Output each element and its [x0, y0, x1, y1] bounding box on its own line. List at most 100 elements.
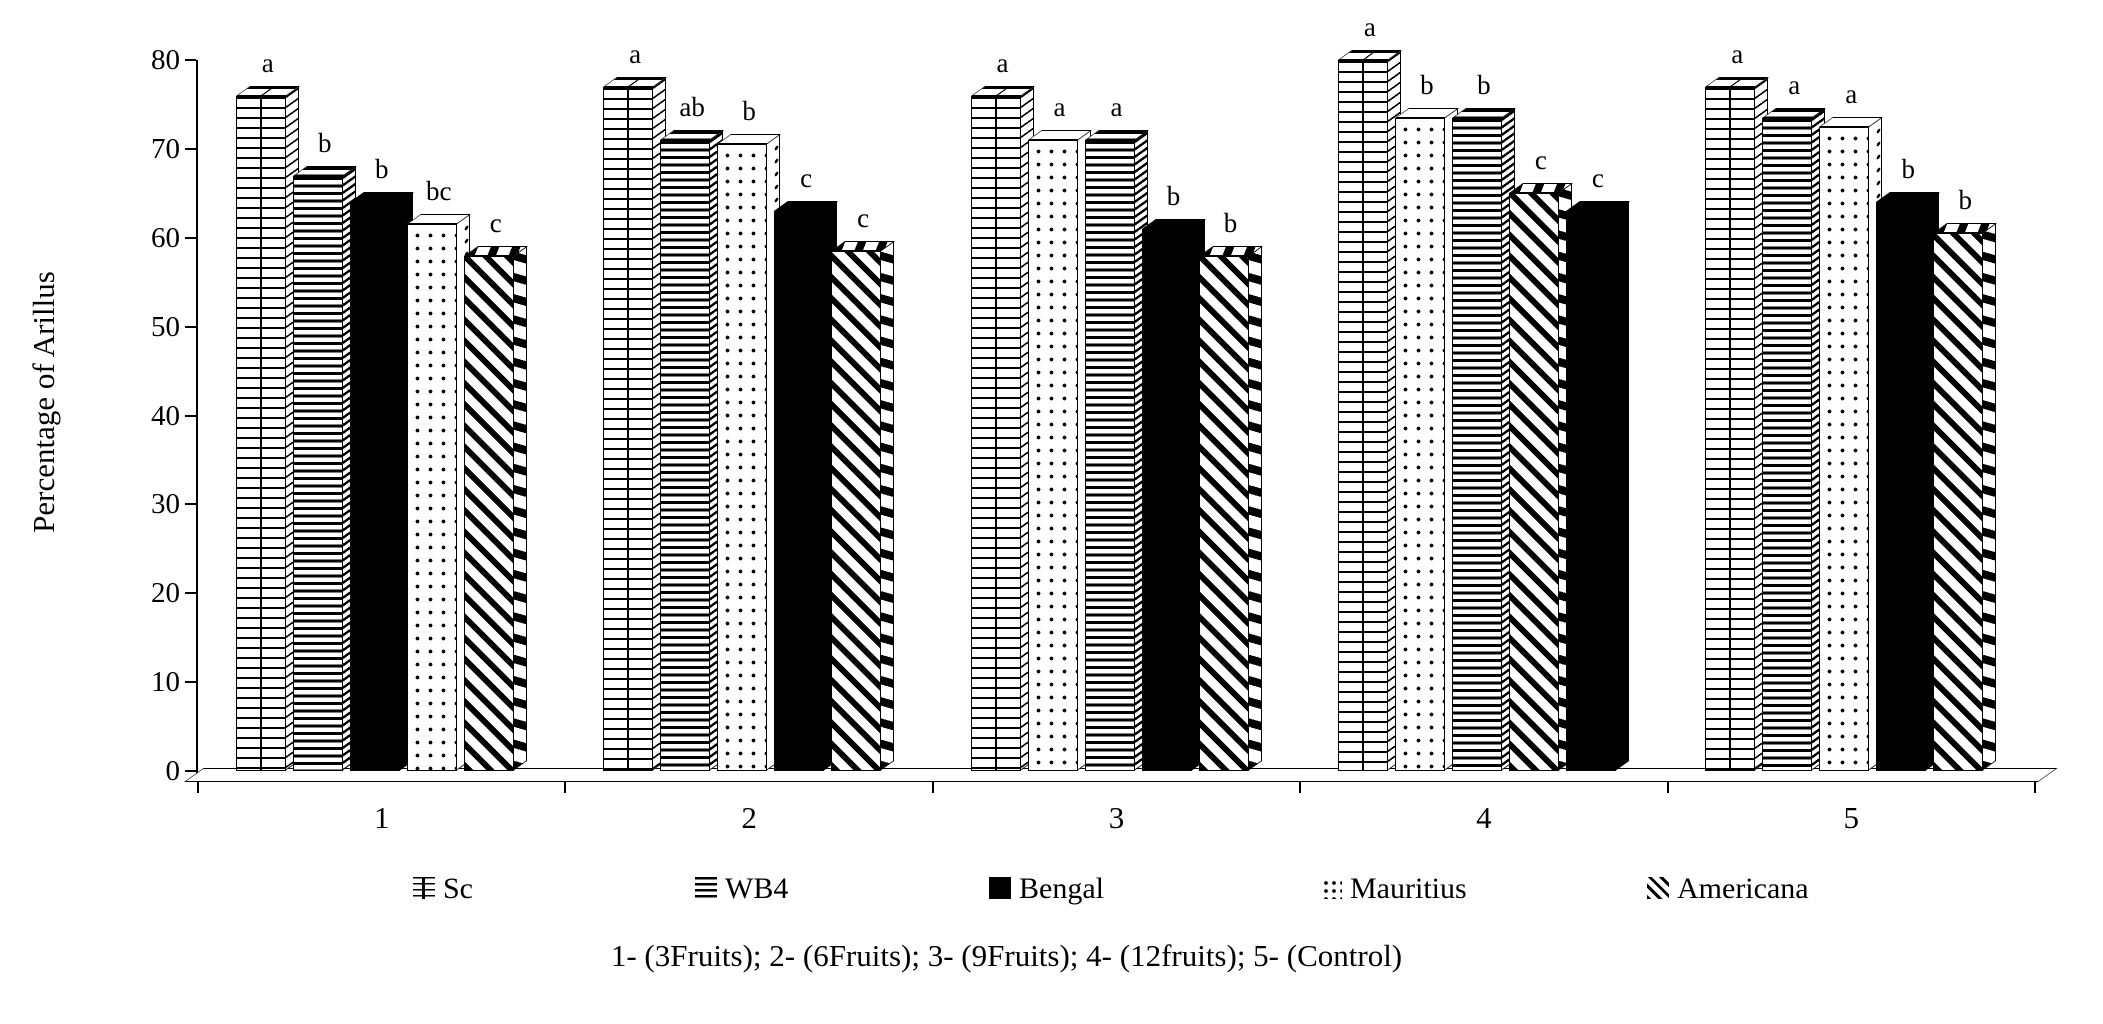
legend-label: Americana	[1677, 872, 1809, 905]
y-tick-label: 30	[151, 488, 180, 521]
x-tick	[2034, 782, 2036, 793]
legend-swatch-solid-black-icon	[989, 877, 1011, 899]
y-tick-label: 60	[151, 221, 180, 254]
y-tick	[185, 236, 196, 239]
bar-bengal	[349, 202, 400, 771]
significance-letter: a	[1363, 12, 1376, 42]
bar-bengal	[774, 211, 825, 771]
x-tick	[931, 782, 934, 793]
x-category-label: 4	[1476, 800, 1492, 835]
significance-letter: a	[1110, 91, 1123, 122]
significance-letter: b	[1901, 154, 1916, 185]
caption: 1- (3Fruits); 2- (6Fruits); 3- (9Fruits)…	[610, 938, 1403, 973]
bar-wb4	[1762, 117, 1813, 771]
x-category-label: 2	[741, 800, 757, 835]
bar-wb4	[1451, 117, 1502, 771]
bar-sc	[1705, 86, 1756, 771]
significance-letter: c	[857, 203, 870, 234]
significance-letter: bc	[425, 176, 452, 207]
legend-swatch-diagonal-stripes-icon	[1647, 877, 1669, 899]
legend-swatch-horizontal-stripes-icon	[695, 877, 717, 899]
bar-side-bengal	[1614, 201, 1629, 771]
significance-letter: b	[1420, 69, 1434, 100]
y-tick	[185, 147, 196, 150]
bar-bengal	[1565, 211, 1616, 771]
significance-letter: a	[629, 38, 642, 69]
bar-side-americana	[1982, 223, 1997, 771]
bar-mauritius	[1819, 126, 1870, 771]
bar-bengal	[1876, 202, 1927, 771]
y-axis-line	[196, 60, 198, 782]
legend-item-wb4: WB4	[695, 872, 935, 906]
y-tick-label: 40	[151, 399, 180, 432]
y-tick	[185, 592, 196, 595]
x-tick	[564, 782, 567, 793]
legend-swatch-dots-icon	[1320, 877, 1342, 899]
significance-letter: b	[1958, 185, 1973, 216]
bar-sc	[1337, 60, 1388, 771]
legend-item-sc: Sc	[413, 872, 653, 906]
x-category-label: 3	[1108, 800, 1125, 835]
x-tick	[1299, 782, 1302, 793]
y-tick-label: 70	[151, 132, 180, 165]
x-tick	[1666, 782, 1669, 793]
significance-letter: b	[1166, 180, 1181, 211]
significance-letter: c	[1534, 145, 1547, 176]
bar-americana	[463, 255, 514, 771]
significance-letter: a	[1845, 78, 1858, 109]
bar-wb4	[660, 139, 711, 771]
bar-sc	[603, 86, 654, 771]
significance-letter: a	[261, 47, 274, 78]
bar-sc	[970, 95, 1021, 771]
legend-item-bengal: Bengal	[989, 872, 1229, 906]
significance-letter: b	[374, 154, 389, 185]
legend-label: WB4	[725, 872, 789, 905]
legend-label: Bengal	[1019, 872, 1104, 905]
bar-americana	[1508, 193, 1559, 771]
y-tick	[185, 503, 196, 506]
legend-swatch-vertical-grid-icon	[413, 877, 435, 899]
significance-letter: c	[800, 163, 813, 194]
legend-item-americana: Americana	[1647, 872, 1887, 906]
significance-letter: a	[996, 47, 1009, 78]
bar-bengal	[1141, 228, 1192, 771]
bar-mauritius	[406, 224, 457, 771]
y-tick	[185, 59, 196, 61]
bar-mauritius	[717, 144, 768, 771]
significance-letter: a	[1731, 38, 1744, 69]
bar-wb4	[1084, 139, 1135, 771]
significance-letter: b	[317, 127, 332, 158]
bar-americana	[1198, 255, 1249, 771]
significance-letter: a	[1053, 91, 1066, 122]
significance-letter: ab	[679, 91, 705, 122]
y-tick-label: 10	[151, 666, 180, 699]
legend-item-mauritius: Mauritius	[1320, 872, 1560, 906]
bar-mauritius	[1394, 117, 1445, 771]
bar-americana	[1933, 233, 1984, 771]
x-category-label: 1	[373, 800, 390, 835]
significance-letter: b	[742, 96, 756, 127]
significance-letter: b	[1477, 69, 1491, 100]
y-tick-label: 80	[151, 44, 180, 76]
bar-sc	[235, 95, 286, 771]
y-tick	[185, 414, 196, 417]
significance-letter: c	[489, 207, 502, 238]
x-category-label: 5	[1843, 800, 1860, 835]
y-tick-label: 50	[151, 310, 180, 343]
bar-side-americana	[880, 241, 895, 771]
bar-side-americana	[1247, 245, 1262, 771]
legend-label: Mauritius	[1350, 872, 1467, 905]
y-tick-label: 0	[165, 755, 181, 787]
x-tick	[197, 782, 199, 793]
y-tick-label: 20	[151, 577, 180, 610]
significance-letter: b	[1223, 207, 1238, 238]
legend-label: Sc	[443, 872, 473, 905]
bar-mauritius	[1027, 139, 1078, 771]
y-tick	[185, 770, 196, 772]
bar-wb4	[292, 175, 343, 771]
significance-letter: c	[1591, 163, 1604, 194]
y-axis-title: Percentage of Arillus	[26, 271, 61, 533]
significance-letter: a	[1788, 69, 1801, 100]
y-tick	[185, 325, 196, 328]
